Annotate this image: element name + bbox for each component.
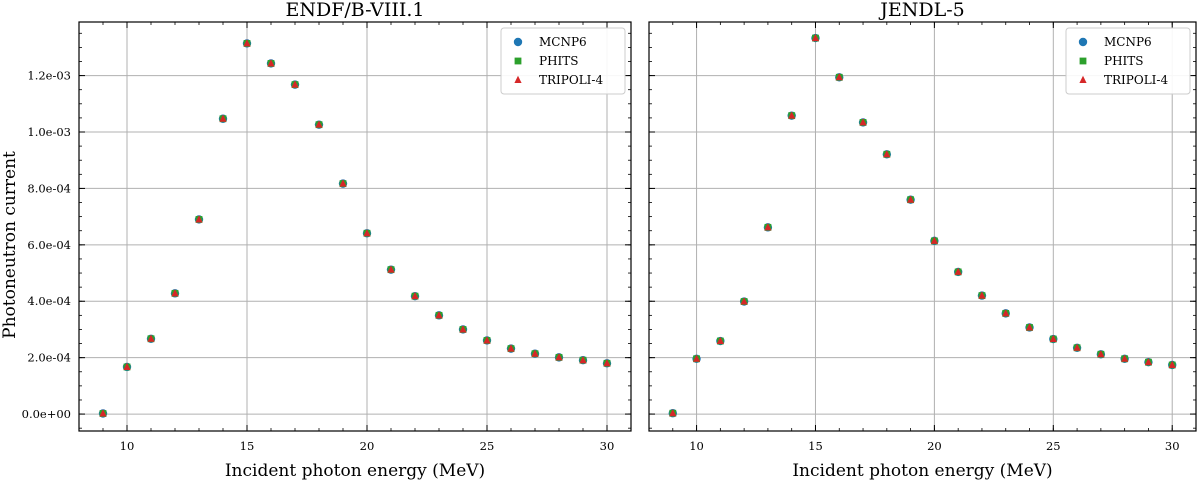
data-point xyxy=(243,39,251,47)
data-point xyxy=(835,73,843,81)
data-point xyxy=(411,291,419,300)
y-tick-label: 8.0e-04 xyxy=(27,181,71,195)
legend-marker xyxy=(514,75,522,83)
data-point xyxy=(267,59,275,67)
data-point xyxy=(555,353,563,361)
data-point xyxy=(1025,323,1034,331)
legend-entry: TRIPOLI-4 xyxy=(539,73,603,87)
data-point xyxy=(907,195,915,203)
data-point xyxy=(339,179,347,187)
data-point xyxy=(507,344,515,352)
legend-entry: TRIPOLI-4 xyxy=(1104,73,1168,87)
data-point xyxy=(147,334,155,342)
data-point xyxy=(811,33,820,42)
legend-marker xyxy=(513,37,523,47)
data-point xyxy=(883,150,891,158)
data-point xyxy=(99,409,107,417)
legend-entry: PHITS xyxy=(539,54,579,68)
data-point xyxy=(195,215,203,223)
y-tick-label: 0.0e+00 xyxy=(22,407,71,421)
plot-frame xyxy=(78,21,632,432)
data-point xyxy=(603,359,611,367)
data-point xyxy=(716,336,724,345)
data-point xyxy=(859,118,867,126)
chart-title: ENDF/B-VIII.1 xyxy=(285,0,424,21)
data-point xyxy=(930,236,938,244)
data-point xyxy=(363,229,371,237)
data-point xyxy=(171,289,179,297)
data-point xyxy=(123,362,131,370)
legend: MCNP6 PHITS TRIPOLI-4 xyxy=(1065,27,1191,95)
legend-marker xyxy=(1079,75,1087,83)
data-point xyxy=(1097,350,1105,358)
panel-jendl: 10 15 20 25 30 JENDL-5 Incident photon energy … xyxy=(648,0,1197,481)
data-point xyxy=(459,325,467,333)
y-tick-label: 6.0e-04 xyxy=(27,238,71,252)
data-point xyxy=(669,409,677,417)
legend: MCNP6 PHITS TRIPOLI-4 xyxy=(500,27,626,95)
x-tick-label: 25 xyxy=(480,439,495,453)
data-point xyxy=(788,111,796,119)
y-axis-label: Photoneutron current xyxy=(0,151,20,339)
x-tick-label: 20 xyxy=(360,439,375,453)
x-tick-label: 30 xyxy=(600,439,615,453)
data-point xyxy=(315,120,323,128)
legend-box xyxy=(500,27,626,95)
x-axis-label: Incident photon energy (MeV) xyxy=(792,461,1052,481)
y-tick-label: 1.0e-03 xyxy=(27,125,71,139)
data-point xyxy=(1121,354,1129,362)
x-tick-label: 25 xyxy=(1046,439,1061,453)
series-tripoli-4 xyxy=(99,39,611,417)
series-tripoli-4 xyxy=(669,33,1176,417)
data-point xyxy=(219,114,227,122)
data-point xyxy=(1002,309,1010,317)
data-point xyxy=(531,349,539,357)
y-tick-label: 1.2e-03 xyxy=(27,69,71,83)
x-tick-label: 10 xyxy=(120,439,135,453)
legend-entry: MCNP6 xyxy=(1104,35,1152,49)
x-tick-label: 15 xyxy=(808,439,823,453)
legend-box xyxy=(1065,27,1191,95)
panel-endf: 10 15 20 25 30 0.0e+00 2.0e-04 4.0e-04 6.0e-04 8.… xyxy=(22,0,632,481)
y-tick-label: 2.0e-04 xyxy=(27,351,71,365)
legend-marker xyxy=(1078,37,1088,47)
data-point xyxy=(740,297,748,305)
data-point xyxy=(954,267,962,275)
data-point xyxy=(1144,357,1153,366)
data-point xyxy=(579,356,587,364)
data-point xyxy=(291,80,299,88)
legend-entry: MCNP6 xyxy=(539,35,587,49)
data-point xyxy=(435,311,443,319)
legend-marker xyxy=(1079,57,1087,65)
data-point xyxy=(692,354,701,362)
data-point xyxy=(978,291,986,299)
x-tick-label: 15 xyxy=(240,439,255,453)
data-point xyxy=(1168,360,1176,368)
x-axis-label: Incident photon energy (MeV) xyxy=(225,461,485,481)
chart-title: JENDL-5 xyxy=(878,0,964,21)
data-point xyxy=(764,223,772,231)
plot-frame xyxy=(648,21,1197,432)
data-point xyxy=(387,265,395,273)
x-tick-label: 30 xyxy=(1165,439,1180,453)
legend-entry: PHITS xyxy=(1104,54,1144,68)
y-tick-label: 4.0e-04 xyxy=(27,294,71,308)
legend-marker xyxy=(514,57,522,65)
data-point xyxy=(1073,343,1081,351)
x-tick-label: 10 xyxy=(689,439,704,453)
data-point xyxy=(483,336,491,344)
data-point xyxy=(1049,334,1057,343)
x-tick-label: 20 xyxy=(927,439,942,453)
